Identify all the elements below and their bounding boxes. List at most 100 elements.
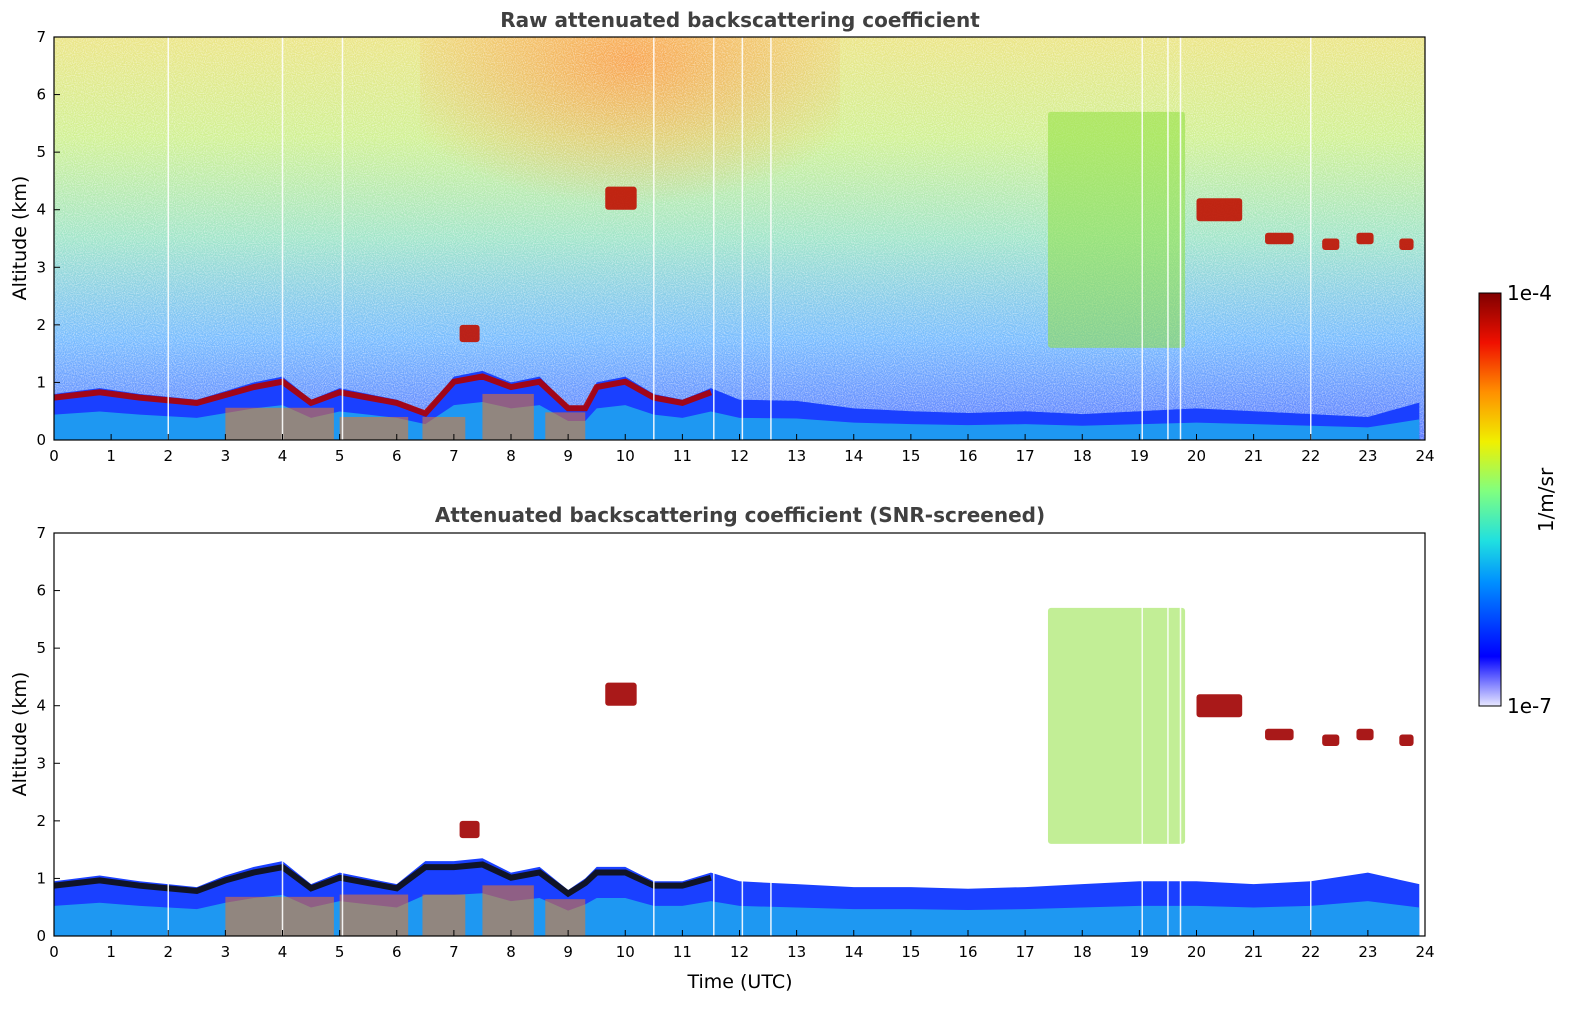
y-tick-label: 4	[36, 201, 46, 219]
colorbar-min-label: 1e-7	[1507, 694, 1552, 718]
raw-cloud-layers	[459, 111, 1414, 348]
x-tick-label: 7	[449, 447, 459, 465]
x-tick-label: 6	[392, 943, 402, 961]
x-tick-label: 16	[958, 943, 977, 961]
y-tick-label: 5	[36, 639, 46, 657]
cloud-layer	[1399, 238, 1414, 251]
y-tick-label: 4	[36, 697, 46, 715]
cloud-layer	[1196, 694, 1243, 718]
x-tick-label: 8	[506, 447, 516, 465]
y-tick-label: 6	[36, 86, 46, 104]
x-tick-label: 20	[1187, 943, 1206, 961]
screened-x-axis: 0 1 2 3 4 5 6 7 8 9 10 11 12 13 14 15 16 17 18 19 20 21 22 23 24	[49, 930, 1435, 961]
x-tick-label: 11	[673, 943, 692, 961]
colorbar: 1e-4 1e-7 1/m/sr	[1478, 281, 1558, 718]
raw-panel-title: Raw attenuated backscattering coefficien…	[500, 8, 980, 32]
aerosol-plume	[545, 412, 586, 440]
screened-cloud-layers	[459, 607, 1414, 844]
x-tick-label: 12	[730, 943, 749, 961]
y-tick-label: 1	[36, 373, 46, 391]
x-tick-label: 3	[221, 943, 231, 961]
x-tick-label: 5	[335, 943, 345, 961]
x-tick-label: 11	[673, 447, 692, 465]
x-tick-label: 1	[106, 943, 116, 961]
cloud-layer	[1356, 232, 1374, 245]
y-tick-label: 7	[36, 524, 46, 542]
aerosol-plume	[482, 393, 534, 440]
x-tick-label: 19	[1130, 943, 1149, 961]
screened-y-axis: 0 1 2 3 4 5 6 7	[36, 524, 60, 945]
screened-data-gaps	[167, 533, 1312, 936]
x-tick-label: 14	[844, 447, 863, 465]
cloud-layer	[1265, 728, 1294, 741]
y-tick-label: 2	[36, 316, 46, 334]
y-tick-label: 6	[36, 582, 46, 600]
x-tick-label: 13	[787, 943, 806, 961]
raw-y-axis-label: Altitude (km)	[9, 176, 31, 301]
x-tick-label: 23	[1358, 943, 1377, 961]
colorbar-max-label: 1e-4	[1507, 281, 1552, 305]
aerosol-plume	[339, 416, 409, 440]
raw-heatmap	[54, 37, 1425, 440]
x-tick-label: 20	[1187, 447, 1206, 465]
x-tick-label: 18	[1073, 447, 1092, 465]
x-tick-label: 24	[1415, 447, 1434, 465]
y-tick-label: 0	[36, 431, 46, 449]
screened-backscatter-panel: Attenuated backscattering coefficient (S…	[9, 503, 1435, 993]
x-tick-label: 19	[1130, 447, 1149, 465]
aerosol-plume	[482, 885, 534, 936]
aerosol-plume	[225, 407, 334, 440]
x-axis-label: Time (UTC)	[686, 971, 792, 993]
x-tick-label: 15	[901, 447, 920, 465]
x-tick-label: 10	[616, 943, 635, 961]
y-tick-label: 3	[36, 754, 46, 772]
cloud-layer	[1356, 728, 1374, 741]
x-tick-label: 16	[958, 447, 977, 465]
x-tick-label: 13	[787, 447, 806, 465]
x-tick-label: 17	[1016, 447, 1035, 465]
cloud-layer	[1196, 198, 1243, 222]
cloud-layer	[459, 324, 480, 343]
x-tick-label: 21	[1244, 943, 1263, 961]
y-tick-label: 2	[36, 812, 46, 830]
x-tick-label: 18	[1073, 943, 1092, 961]
cloud-layer	[1047, 607, 1186, 844]
aerosol-plume	[225, 896, 334, 936]
cloud-layer	[1322, 734, 1340, 747]
x-tick-label: 24	[1415, 943, 1434, 961]
boundary-layer-top-line	[54, 861, 712, 898]
x-tick-label: 14	[844, 943, 863, 961]
cloud-layer	[1399, 734, 1414, 747]
raw-boundary-layer	[54, 370, 1420, 440]
aerosol-plume	[422, 416, 466, 440]
x-tick-label: 15	[901, 943, 920, 961]
aerosol-plume	[339, 894, 409, 936]
screened-panel-title: Attenuated backscattering coefficient (S…	[435, 503, 1045, 527]
x-tick-label: 2	[163, 943, 173, 961]
cloud-layer	[1047, 111, 1186, 348]
x-tick-label: 10	[616, 447, 635, 465]
raw-backscatter-panel: Raw attenuated backscattering coefficien…	[9, 8, 1435, 465]
raw-x-axis: 0 1 2 3 4 5 6 7 8 9 10 11 12 13 14 15 16 17 18 19 20 21 22 23 24	[49, 434, 1435, 465]
cloud-layer	[605, 682, 637, 706]
x-tick-label: 23	[1358, 447, 1377, 465]
y-tick-label: 3	[36, 258, 46, 276]
screened-heatmap	[54, 533, 1425, 936]
x-tick-label: 0	[49, 943, 59, 961]
boundary-layer-top-line	[54, 373, 712, 418]
x-tick-label: 3	[221, 447, 231, 465]
x-tick-label: 4	[278, 447, 288, 465]
cloud-layer	[459, 820, 480, 839]
y-tick-label: 1	[36, 869, 46, 887]
x-tick-label: 7	[449, 943, 459, 961]
x-tick-label: 22	[1301, 447, 1320, 465]
screened-boundary-layer	[54, 858, 1420, 936]
x-tick-label: 21	[1244, 447, 1263, 465]
y-tick-label: 5	[36, 143, 46, 161]
colorbar-gradient	[1478, 292, 1502, 707]
x-tick-label: 8	[506, 943, 516, 961]
x-tick-label: 9	[563, 943, 573, 961]
y-tick-label: 0	[36, 927, 46, 945]
x-tick-label: 0	[49, 447, 59, 465]
